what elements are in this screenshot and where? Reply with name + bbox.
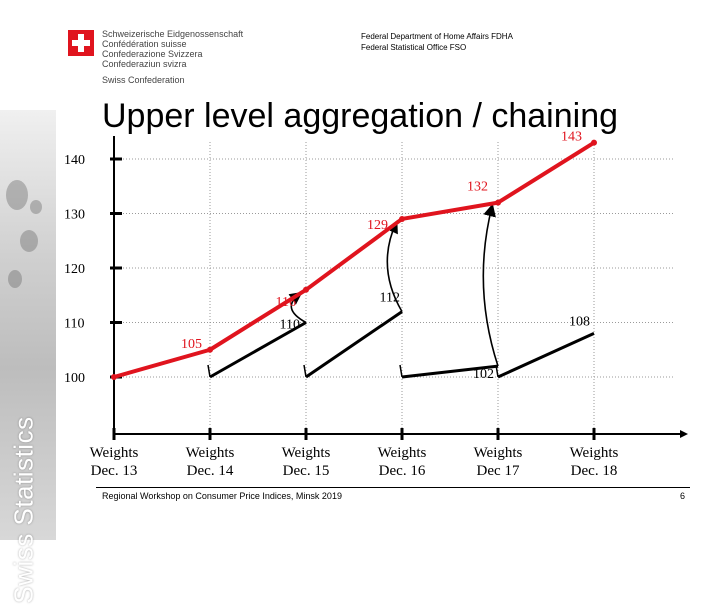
footer-rule [96, 487, 690, 488]
org-line: Schweizerische Eidgenossenschaft [102, 29, 244, 39]
x-category-label-line: Dec 17 [477, 463, 520, 479]
x-category-label-line: Dec. 16 [379, 463, 426, 479]
y-tick-label: 110 [64, 317, 84, 332]
y-tick-label: 140 [64, 153, 85, 168]
x-category-label: Weights Dec. 18 [570, 445, 619, 479]
chained-series-point [303, 286, 309, 293]
sidebar-photo-strip: Swiss Statistics [0, 110, 56, 604]
x-category-label: Weights Dec. 15 [282, 445, 331, 479]
footer-text: Regional Workshop on Consumer Price Indi… [102, 491, 342, 501]
x-category-label-line: Weights [90, 445, 139, 461]
link-start-marker [495, 364, 499, 378]
x-category-label-line: Dec. 13 [91, 463, 138, 479]
dept-line: Federal Statistical Office FSO [361, 43, 467, 52]
link-segment [401, 364, 499, 379]
x-category-label-line: Dec. 14 [187, 463, 234, 479]
swiss-cross-logo [68, 30, 94, 56]
chained-value-label: 129 [367, 218, 388, 233]
link-start-marker [303, 364, 307, 378]
chained-series-point [207, 346, 213, 353]
link-segment [497, 332, 595, 379]
x-category-label-line: Dec. 18 [571, 463, 618, 479]
link-segment [305, 310, 403, 379]
org-names: Schweizerische Eidgenossenschaft Confédé… [102, 29, 243, 85]
chained-series-point [591, 139, 597, 146]
x-category-label: Weights Dec 17 [474, 445, 523, 479]
link-value-label: 110 [280, 318, 300, 333]
dept-line: Federal Department of Home Affairs FDHA [361, 32, 513, 41]
chained-value-label: 132 [467, 180, 488, 195]
y-tick-label: 130 [64, 208, 85, 223]
y-tick-label: 120 [64, 262, 85, 277]
chained-series-point [111, 374, 117, 380]
x-category-label: Weights Dec. 13 [90, 445, 139, 479]
x-category-label: Weights Dec. 14 [186, 445, 235, 479]
x-category-label: Weights Dec. 16 [378, 445, 427, 479]
slide-title: Upper level aggregation / chaining [102, 97, 619, 135]
chart-canvas: 100 110 120 130 140 Weights Dec. 13 Weights Dec.… [64, 130, 688, 479]
link-value-label: 102 [473, 367, 494, 382]
chained-value-label: 143 [561, 130, 582, 145]
link-segment [209, 321, 307, 379]
y-tick-label: 100 [64, 371, 85, 386]
x-category-label-line: Weights [282, 445, 331, 461]
chained-value-label: 116 [276, 295, 296, 310]
x-category-label-line: Dec. 15 [283, 463, 330, 479]
x-category-label-line: Weights [570, 445, 619, 461]
link-value-label: 112 [380, 291, 400, 306]
chain-arrow [386, 220, 403, 313]
org-line: Confederaziun svizra [102, 59, 187, 69]
department-info: Federal Department of Home Affairs FDHA … [361, 31, 513, 53]
x-category-label-line: Weights [378, 445, 427, 461]
chained-value-label: 105 [181, 337, 202, 352]
x-axis-arrowhead [680, 430, 688, 438]
page-number: 6 [680, 491, 686, 501]
org-line: Confédération suisse [102, 39, 187, 49]
link-start-marker [399, 364, 403, 378]
x-category-label-line: Weights [474, 445, 523, 461]
chained-series-point [399, 215, 405, 222]
link-value-label: 108 [569, 314, 590, 329]
chained-series-line [113, 140, 596, 379]
org-line: Confederazione Svizzera [102, 49, 203, 59]
link-start-marker [207, 364, 211, 378]
chain-arrow [482, 203, 499, 367]
x-category-label-line: Weights [186, 445, 235, 461]
org-short-name: Swiss Confederation [102, 75, 185, 85]
chained-series-point [495, 199, 501, 206]
